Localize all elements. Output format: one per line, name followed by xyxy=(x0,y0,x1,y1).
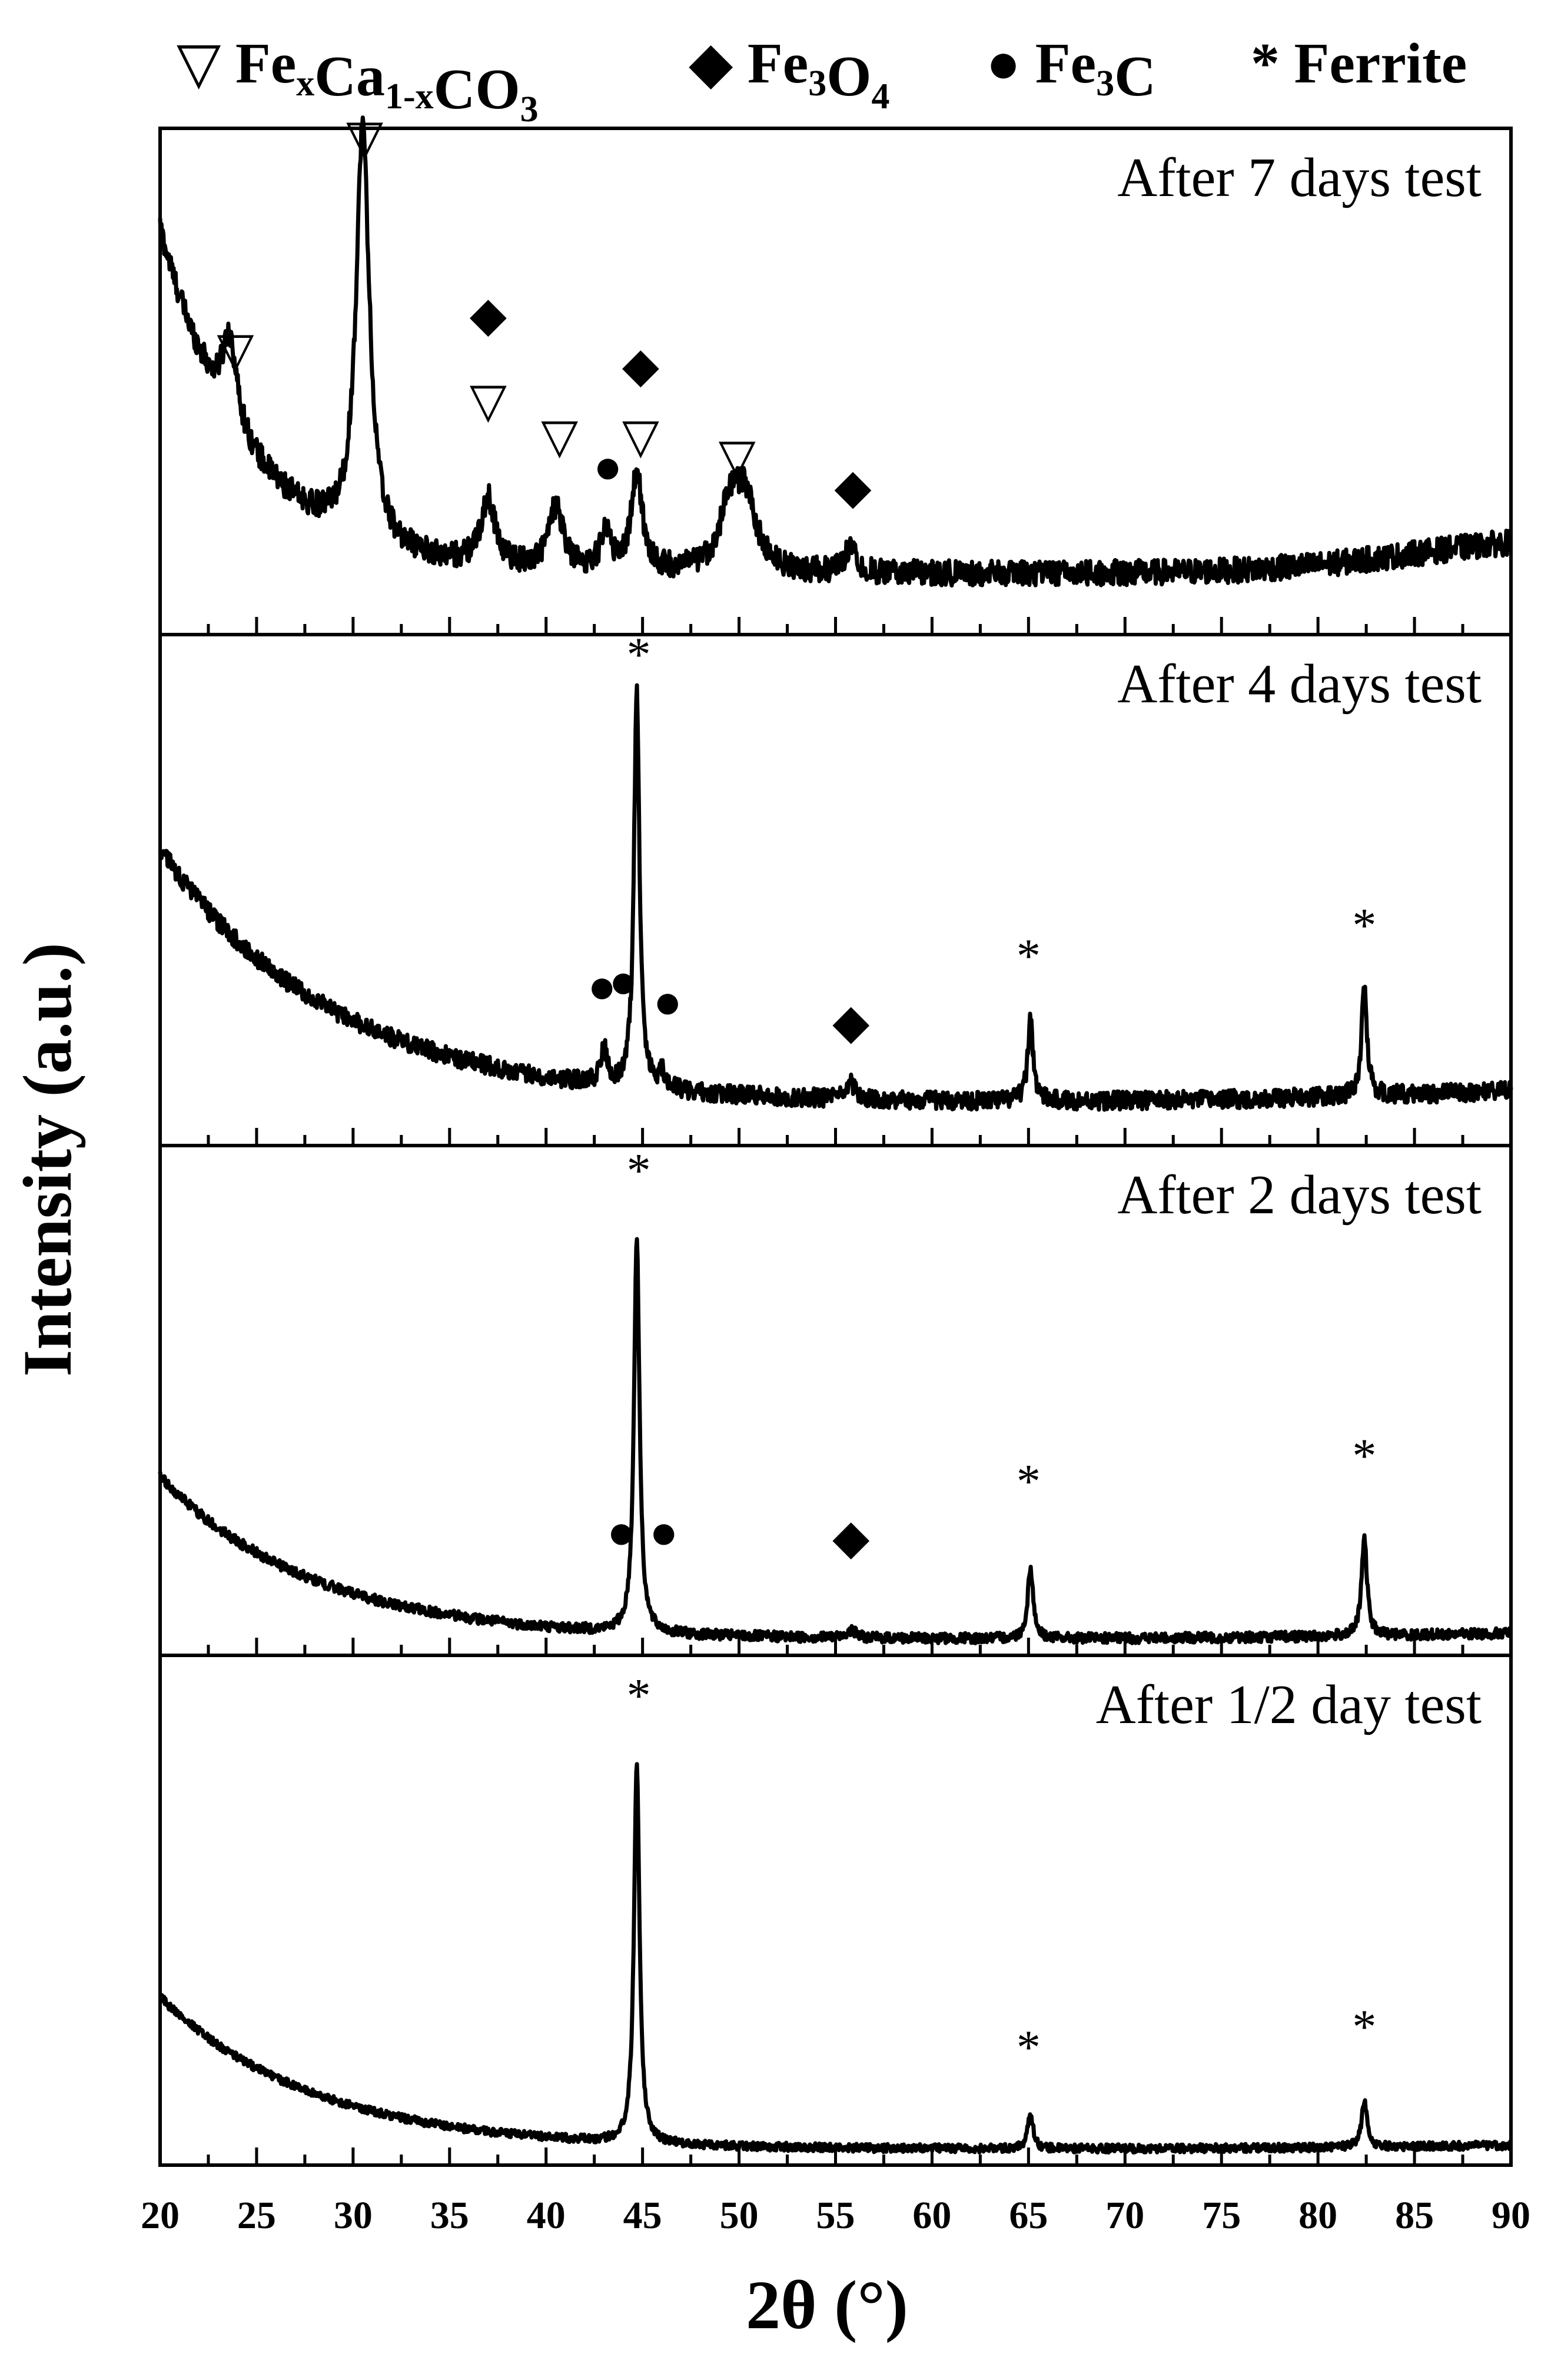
panel-label: After 4 days test xyxy=(1117,653,1482,715)
peak-marker: * xyxy=(627,628,651,681)
peak-marker: ▽ xyxy=(217,323,254,377)
peak-marker: ● xyxy=(649,1505,679,1559)
x-tick-label: 65 xyxy=(1009,2194,1048,2237)
x-tick-label: 20 xyxy=(141,2194,180,2237)
x-tick-label: 30 xyxy=(334,2194,373,2237)
peak-marker: * xyxy=(1352,898,1376,952)
peak-marker: ▽ xyxy=(719,430,756,483)
peak-marker: * xyxy=(1017,929,1041,982)
legend-entry-diamond-filled: ◆ Fe3O4 xyxy=(689,32,889,117)
peak-marker: ◆ xyxy=(834,460,871,513)
diamond-filled-icon: ◆ xyxy=(689,32,748,95)
x-tick-label: 40 xyxy=(527,2194,566,2237)
x-tick-label: 35 xyxy=(430,2194,469,2237)
series-line xyxy=(158,1237,1513,1645)
panel-1: ▽▽▽◆▽●▽◆▽◆After 7 days test xyxy=(158,111,1513,636)
peak-marker: ● xyxy=(593,440,623,493)
x-tick-label: 55 xyxy=(816,2194,855,2237)
peak-marker: ● xyxy=(653,975,682,1028)
circle-filled-icon: ● xyxy=(986,32,1035,95)
peak-marker: ▽ xyxy=(622,409,659,463)
series-line xyxy=(158,1762,1513,2155)
x-tick-label: 50 xyxy=(720,2194,759,2237)
panel-label: After 1/2 day test xyxy=(1096,1674,1482,1735)
peak-marker: ◆ xyxy=(832,1511,869,1564)
x-tick-label: 45 xyxy=(623,2194,662,2237)
peak-marker: ● xyxy=(607,1505,636,1559)
legend: ▽ FexCa1-xCO3 ◆ Fe3O4 ● Fe3C * Ferrite xyxy=(177,32,1467,130)
triangle-down-open-icon: ▽ xyxy=(177,32,235,95)
peak-marker: ▽ xyxy=(470,374,507,427)
legend-entry-triangle-down-open: ▽ FexCa1-xCO3 xyxy=(177,32,539,130)
peak-marker: ◆ xyxy=(832,995,869,1049)
peak-marker: * xyxy=(1352,1429,1376,1482)
panel-label: After 2 days test xyxy=(1117,1164,1482,1226)
asterisk-icon: * xyxy=(1251,32,1294,95)
x-axis-label: 2θ (°) xyxy=(746,2266,908,2344)
y-axis-label: Intensity (a.u.) xyxy=(9,942,86,1377)
peak-marker: ◆ xyxy=(622,338,659,392)
x-tick-label: 60 xyxy=(912,2194,951,2237)
peak-marker: * xyxy=(1017,1455,1041,1508)
x-tick-label: 70 xyxy=(1105,2194,1144,2237)
x-axis: 20 25 30 35 40 45 50 55 60 65 70 75 80 85 90 xyxy=(141,2194,1530,2237)
peak-marker: * xyxy=(1352,2000,1376,2053)
peak-marker: ◆ xyxy=(470,288,507,341)
x-tick-label: 25 xyxy=(237,2194,276,2237)
x-tick-label: 90 xyxy=(1492,2194,1530,2237)
x-tick-label: 75 xyxy=(1202,2194,1241,2237)
peak-marker: ▽ xyxy=(541,409,578,463)
x-tick-label: 80 xyxy=(1298,2194,1337,2237)
peak-marker: ● xyxy=(609,954,638,1008)
panel-2: *●● ● ◆**After 4 days test xyxy=(158,628,1513,1147)
x-tick-label: 85 xyxy=(1395,2194,1434,2237)
legend-entry-circle-filled: ● Fe3C xyxy=(986,32,1156,108)
peak-marker: ▽ xyxy=(346,111,383,164)
plot-panels: ▽▽▽◆▽●▽◆▽◆After 7 days test*●● ● ◆**After … xyxy=(158,111,1513,2167)
legend-entry-asterisk: * Ferrite xyxy=(1251,32,1467,95)
panel-3: * ● ● ◆ * * After 2 days test xyxy=(158,1143,1513,1657)
peak-marker: ● xyxy=(587,960,617,1013)
peak-marker: * xyxy=(1017,2020,1041,2074)
peak-marker: * xyxy=(627,1143,651,1197)
peak-marker: * xyxy=(627,1668,651,1722)
series-line xyxy=(158,115,1513,588)
panel-label: After 7 days test xyxy=(1117,147,1482,208)
series-line xyxy=(158,683,1513,1112)
panel-4: * * * After 1/2 day test xyxy=(158,1654,1513,2167)
